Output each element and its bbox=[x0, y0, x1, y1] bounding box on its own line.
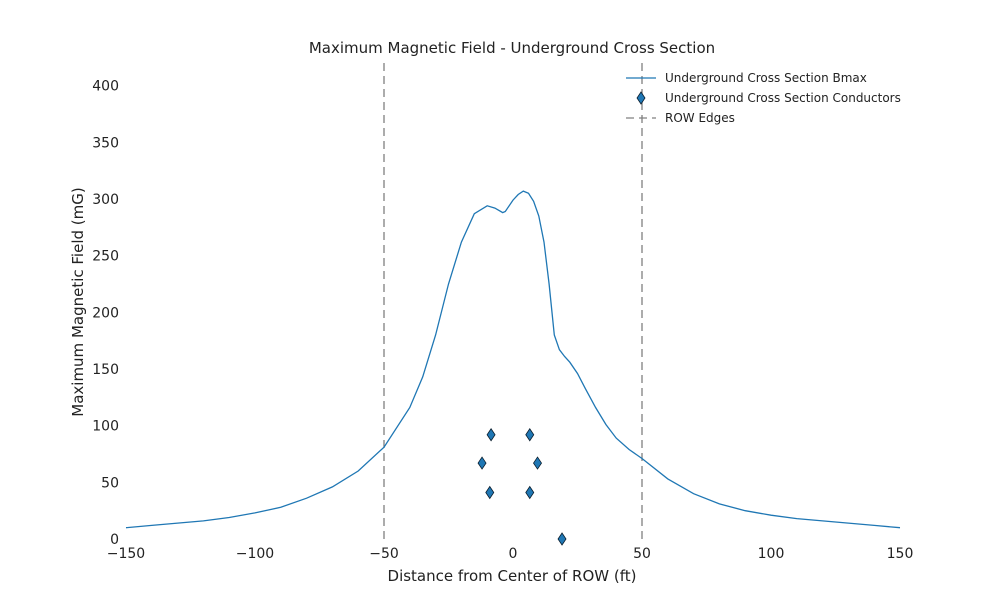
x-tick-label-1: −100 bbox=[236, 546, 274, 562]
y-tick-label-4: 200 bbox=[92, 305, 119, 321]
legend-label-row-edges: ROW Edges bbox=[665, 111, 735, 125]
x-axis-ticks: −150 −100 −50 0 50 100 150 bbox=[107, 546, 914, 562]
legend: Underground Cross Section Bmax Undergrou… bbox=[626, 71, 901, 125]
y-tick-label-0: 0 bbox=[110, 532, 119, 548]
row-edges-group bbox=[383, 63, 643, 539]
y-tick-label-2: 100 bbox=[92, 419, 119, 435]
y-tick-label-3: 150 bbox=[92, 362, 119, 378]
x-tick-label-3: 0 bbox=[509, 546, 518, 562]
y-axis-ticks: 0 50 100 150 200 250 300 350 400 bbox=[92, 79, 119, 548]
y-tick-label-5: 250 bbox=[92, 249, 119, 265]
legend-label-bmax: Underground Cross Section Bmax bbox=[665, 71, 867, 85]
conductors-group bbox=[477, 428, 567, 546]
y-tick-label-1: 50 bbox=[101, 475, 119, 491]
x-tick-label-0: −150 bbox=[107, 546, 145, 562]
y-tick-label-7: 350 bbox=[92, 135, 119, 151]
x-tick-label-6: 150 bbox=[887, 546, 914, 562]
y-tick-label-6: 300 bbox=[92, 192, 119, 208]
y-tick-label-8: 400 bbox=[92, 79, 119, 95]
y-axis-label: Maximum Magnetic Field (mG) bbox=[69, 187, 87, 416]
conductor-point-5 bbox=[525, 485, 535, 500]
conductor-point-6 bbox=[557, 532, 567, 546]
conductor-point-2 bbox=[477, 456, 487, 470]
conductor-point-1 bbox=[525, 428, 535, 442]
conductor-point-3 bbox=[533, 456, 542, 470]
x-tick-label-4: 50 bbox=[633, 546, 651, 562]
x-tick-label-5: 100 bbox=[758, 546, 785, 562]
conductor-point-0 bbox=[486, 428, 496, 442]
chart-title: Maximum Magnetic Field - Underground Cro… bbox=[309, 39, 715, 57]
legend-diamond-swatch bbox=[636, 91, 646, 105]
series-bmax-line bbox=[125, 190, 901, 529]
conductor-point-4 bbox=[485, 485, 495, 500]
x-axis-label: Distance from Center of ROW (ft) bbox=[388, 567, 637, 585]
legend-label-conductors: Underground Cross Section Conductors bbox=[665, 91, 901, 105]
x-tick-label-2: −50 bbox=[369, 546, 399, 562]
